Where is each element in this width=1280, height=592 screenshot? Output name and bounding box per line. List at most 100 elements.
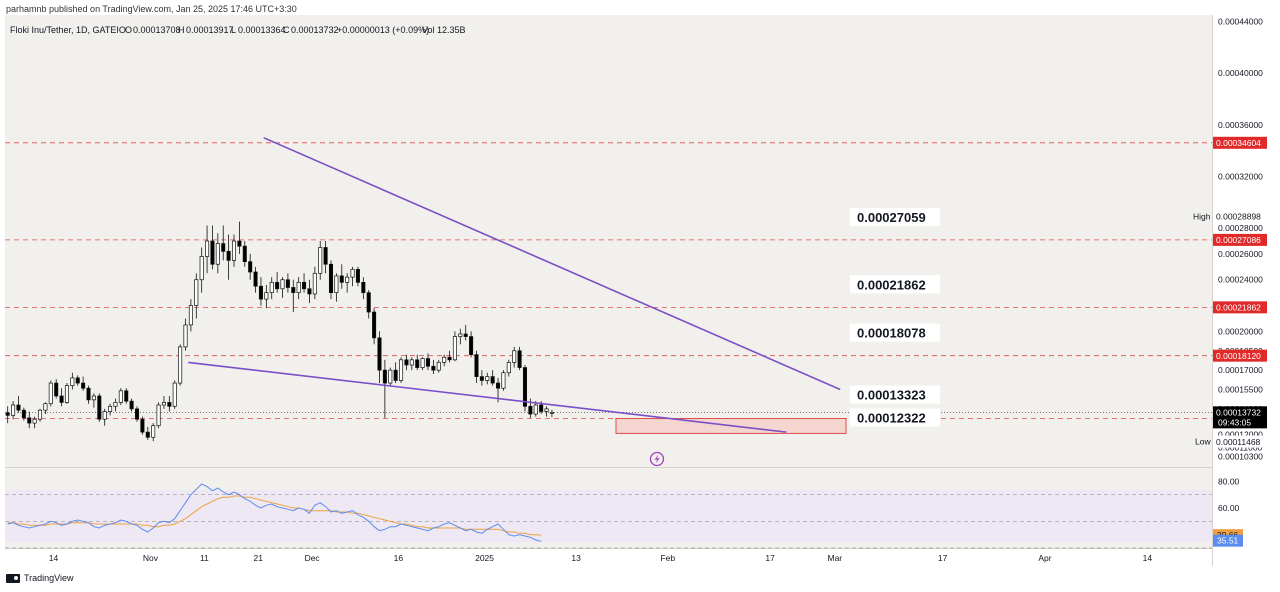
candle	[21, 407, 26, 421]
level-price-tag: 0.00034604	[1213, 136, 1267, 149]
candle-body	[64, 385, 69, 403]
candle-body	[113, 402, 118, 407]
candle-body	[393, 369, 398, 381]
candle	[210, 225, 215, 270]
level-annotation-text: 0.00013323	[857, 388, 926, 403]
candle	[388, 367, 393, 386]
candle	[377, 331, 382, 384]
candle-body	[32, 418, 37, 424]
candle	[517, 346, 522, 371]
level-annotation-bg	[850, 385, 940, 404]
time-tick-label: Feb	[660, 553, 675, 563]
candle	[54, 379, 59, 399]
candle-body	[145, 431, 150, 438]
low-price-tag-bg	[1213, 435, 1267, 448]
candle-body	[318, 247, 323, 274]
price-tick-label: 0.00032000	[1218, 171, 1263, 181]
time-tick-label: 13	[571, 553, 581, 563]
candle-body	[415, 359, 420, 368]
candle	[409, 357, 414, 371]
candle-body	[215, 243, 220, 265]
candle	[221, 225, 226, 261]
candle	[355, 266, 360, 287]
lightning-icon[interactable]	[649, 451, 665, 467]
candle-body	[366, 292, 371, 313]
candle-body	[5, 412, 10, 416]
candle-body	[188, 305, 193, 326]
candle	[97, 393, 102, 422]
candle-body	[431, 365, 436, 371]
candle-body	[253, 271, 258, 287]
candle	[32, 416, 37, 429]
candle-body	[323, 247, 328, 265]
level-annotation-text: 0.00012322	[857, 411, 926, 426]
time-tick-label: Nov	[143, 553, 159, 563]
price-tick-label: 0.00044000	[1218, 16, 1263, 26]
main-pane-background	[5, 15, 1212, 467]
tradingview-logo-icon	[6, 573, 20, 583]
candle	[345, 273, 350, 293]
candle	[140, 416, 145, 435]
candle-body	[377, 337, 382, 371]
time-axis[interactable]: 14 Nov 11 21 Dec 16 2025 13 Feb 17 Mar 17 Apr 14	[49, 553, 1153, 563]
candle-body	[156, 404, 161, 427]
brand[interactable]: TradingView	[6, 573, 74, 583]
candle-body	[463, 333, 468, 337]
candle-body	[533, 404, 538, 415]
candle	[328, 260, 334, 300]
candle	[264, 284, 269, 309]
rsi-value-tag: 35.51	[1213, 534, 1243, 547]
time-tick-label: 16	[394, 553, 404, 563]
rsi-band-fill	[5, 490, 1212, 542]
candle	[431, 359, 436, 375]
candle	[393, 362, 398, 384]
candle	[404, 354, 409, 371]
level-price-tag-bg	[1213, 233, 1267, 246]
candle-body	[91, 395, 96, 401]
candle	[442, 354, 447, 367]
candle	[436, 359, 441, 373]
candle-body	[345, 276, 350, 283]
candle-body	[258, 285, 263, 300]
time-tick-label: 17	[765, 553, 775, 563]
trendline	[188, 361, 787, 433]
candle	[485, 372, 490, 385]
candle-body	[43, 403, 48, 411]
candle-body	[355, 269, 360, 283]
level-annotation-bg	[850, 275, 940, 294]
candle	[183, 318, 188, 351]
candle-body	[231, 240, 237, 261]
candle	[81, 376, 86, 391]
candle	[205, 225, 210, 274]
candle-body	[226, 250, 231, 261]
candle	[5, 406, 10, 424]
level-price-tag-bg	[1213, 301, 1267, 314]
candle-body	[436, 362, 441, 371]
level-price-tag-bg	[1213, 136, 1267, 149]
level-annotation-bg	[850, 323, 940, 342]
candle	[474, 350, 479, 384]
candle-body	[108, 405, 113, 412]
level-price-tag-text: 0.00027086	[1216, 235, 1261, 245]
level-annotation: 0.00012322	[850, 408, 940, 427]
level-price-tag: 0.00018120	[1213, 349, 1267, 362]
candle-body	[442, 356, 447, 363]
price-tick-label: 0.00024000	[1218, 275, 1263, 285]
level-annotation-text: 0.00021862	[857, 277, 926, 292]
level-annotation: 0.00027059	[850, 207, 940, 226]
legend-o-label: O	[125, 25, 132, 35]
candle-body	[59, 395, 64, 403]
high-label: High	[1193, 211, 1211, 221]
candle	[415, 354, 420, 371]
candle	[38, 408, 43, 422]
trendline	[263, 136, 841, 391]
candle	[199, 247, 204, 293]
candlesticks	[5, 221, 554, 442]
price-axis[interactable]: 0.00044000 0.00040000 0.00036000 0.00032000…	[1193, 16, 1267, 462]
legend-vol-label: Vol	[422, 25, 435, 35]
candle	[129, 398, 134, 412]
candle	[59, 388, 64, 407]
candle-body	[452, 336, 457, 361]
candle	[248, 253, 253, 280]
